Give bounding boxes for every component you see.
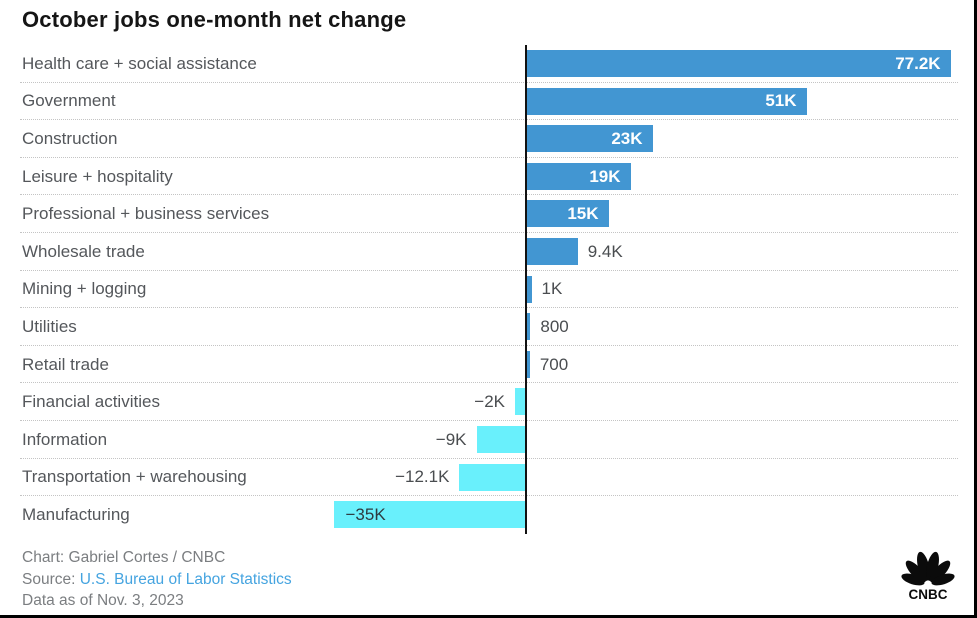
footer-credits: Chart: Gabriel Cortes / CNBC Source: U.S… xyxy=(22,547,292,612)
chart-row: Government 51K xyxy=(0,83,974,121)
row-divider xyxy=(20,269,958,271)
value-label: 1K xyxy=(541,279,563,299)
chart-credit: Chart: Gabriel Cortes / CNBC xyxy=(22,549,226,566)
value-label: 77.2K xyxy=(895,53,941,73)
cnbc-logo: CNBC xyxy=(900,550,956,607)
positive-bar xyxy=(526,200,609,228)
positive-bar xyxy=(526,275,532,303)
category-label: Construction xyxy=(22,128,118,148)
negative-bar xyxy=(476,425,526,453)
category-label: Information xyxy=(22,429,108,449)
zero-axis-line xyxy=(525,45,527,534)
positive-bar xyxy=(526,87,807,115)
chart-row: Health care + social assistance 77.2K xyxy=(0,45,974,83)
negative-bar xyxy=(515,388,526,416)
chart-row: Leisure + hospitality 19K xyxy=(0,158,974,196)
negative-bar xyxy=(459,463,526,491)
positive-bar xyxy=(526,50,951,77)
category-label: Financial activities xyxy=(22,392,160,412)
row-divider xyxy=(20,344,958,346)
row-divider xyxy=(20,156,958,158)
positive-bar xyxy=(526,125,653,153)
value-label: 15K xyxy=(567,204,599,224)
chart-row: Information −9K xyxy=(0,421,974,459)
value-label: −9K xyxy=(435,429,467,449)
category-label: Health care + social assistance xyxy=(22,53,257,73)
row-divider xyxy=(20,119,958,121)
category-label: Utilities xyxy=(22,316,77,336)
value-label: 9.4K xyxy=(587,241,623,261)
value-label: 51K xyxy=(765,91,797,111)
chart-row: Manufacturing −35K xyxy=(0,496,974,534)
chart-row: Wholesale trade 9.4K xyxy=(0,233,974,271)
row-divider xyxy=(20,81,958,83)
cnbc-logo-text: CNBC xyxy=(909,587,948,602)
category-label: Leisure + hospitality xyxy=(22,166,173,186)
category-label: Transportation + warehousing xyxy=(22,467,247,487)
value-label: −2K xyxy=(474,392,505,412)
row-divider xyxy=(20,419,958,421)
chart-row: Utilities 800 xyxy=(0,308,974,346)
positive-bar xyxy=(526,237,578,265)
category-label: Manufacturing xyxy=(22,504,130,524)
value-label: −12.1K xyxy=(395,467,450,487)
source-prefix: Source: xyxy=(22,570,80,588)
chart-row: Transportation + warehousing −12.1K xyxy=(0,459,974,497)
chart-row: Professional + business services 15K xyxy=(0,195,974,233)
value-label: −35K xyxy=(345,504,386,524)
positive-bar xyxy=(526,350,530,378)
row-divider xyxy=(20,457,958,459)
chart-row: Financial activities −2K xyxy=(0,383,974,421)
bar-chart: Health care + social assistance 77.2K Gove… xyxy=(0,45,974,534)
row-divider xyxy=(20,495,958,497)
source-link[interactable]: U.S. Bureau of Labor Statistics xyxy=(79,570,292,588)
category-label: Government xyxy=(22,91,116,111)
category-label: Mining + logging xyxy=(22,279,147,299)
positive-bar xyxy=(526,162,631,190)
chart-title: October jobs one-month net change xyxy=(22,7,407,32)
row-divider xyxy=(20,307,958,309)
category-label: Wholesale trade xyxy=(22,241,145,261)
category-label: Retail trade xyxy=(22,354,109,374)
value-label: 19K xyxy=(589,166,621,186)
chart-row: Mining + logging 1K xyxy=(0,271,974,309)
value-label: 700 xyxy=(539,354,569,374)
negative-bar xyxy=(333,501,526,529)
row-divider xyxy=(20,194,958,196)
category-label: Professional + business services xyxy=(22,204,270,224)
source-line: Source: U.S. Bureau of Labor Statistics xyxy=(22,569,292,591)
positive-bar xyxy=(526,313,531,341)
cnbc-peacock-icon: CNBC xyxy=(901,551,955,602)
chart-row: Retail trade 700 xyxy=(0,346,974,384)
value-label: 23K xyxy=(611,128,643,148)
row-divider xyxy=(20,382,958,384)
row-divider xyxy=(20,231,958,233)
value-label: 800 xyxy=(540,316,569,336)
chart-row: Construction 23K xyxy=(0,120,974,158)
data-as-of: Data as of Nov. 3, 2023 xyxy=(22,592,184,609)
